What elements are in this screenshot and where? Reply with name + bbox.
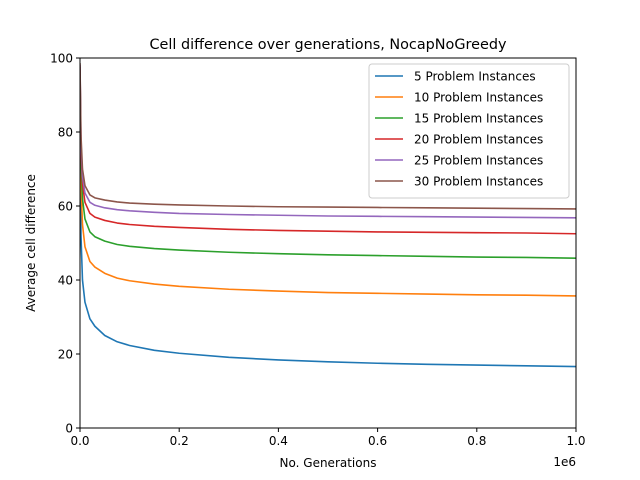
y-axis: 0 20 40 60 80 100 [50,52,80,436]
x-tick-label: 0.4 [269,434,288,448]
legend-label: 30 Problem Instances [414,175,543,189]
legend-label: 20 Problem Instances [414,133,543,147]
series-line-4 [80,66,576,235]
y-tick-label: 80 [58,126,73,140]
x-axis-offset-label: 1e6 [553,455,576,469]
legend-label: 5 Problem Instances [414,70,536,84]
x-tick-label: 0.6 [368,434,387,448]
legend-label: 10 Problem Instances [414,91,543,105]
x-tick-label: 0.2 [170,434,189,448]
plot-frame [79,57,577,429]
y-tick-label: 40 [58,274,73,288]
x-axis: 0.0 0.2 0.4 0.6 0.8 1.0 [70,428,586,448]
series-layer [80,62,576,368]
series-line-6 [80,62,576,210]
x-tick-label: 0.0 [70,434,89,448]
legend-box [368,63,570,199]
x-axis-label: No. Generations [280,456,377,470]
series-line-2 [80,72,576,297]
chart-title: Cell difference over generations, NocapN… [150,37,507,53]
legend-label: 25 Problem Instances [414,154,543,168]
legend-label: 15 Problem Instances [414,112,543,126]
x-tick-label: 1.0 [566,434,585,448]
series-line-1 [80,75,576,368]
legend: 5 Problem Instances 10 Problem Instances 1… [368,63,570,199]
y-tick-label: 20 [58,348,73,362]
y-tick-label: 100 [50,52,73,66]
y-tick-label: 60 [58,200,73,214]
y-axis-label: Average cell difference [24,174,38,312]
y-tick-label: 0 [65,422,73,436]
x-tick-label: 0.8 [467,434,486,448]
series-line-3 [80,68,576,259]
series-line-5 [80,64,576,219]
